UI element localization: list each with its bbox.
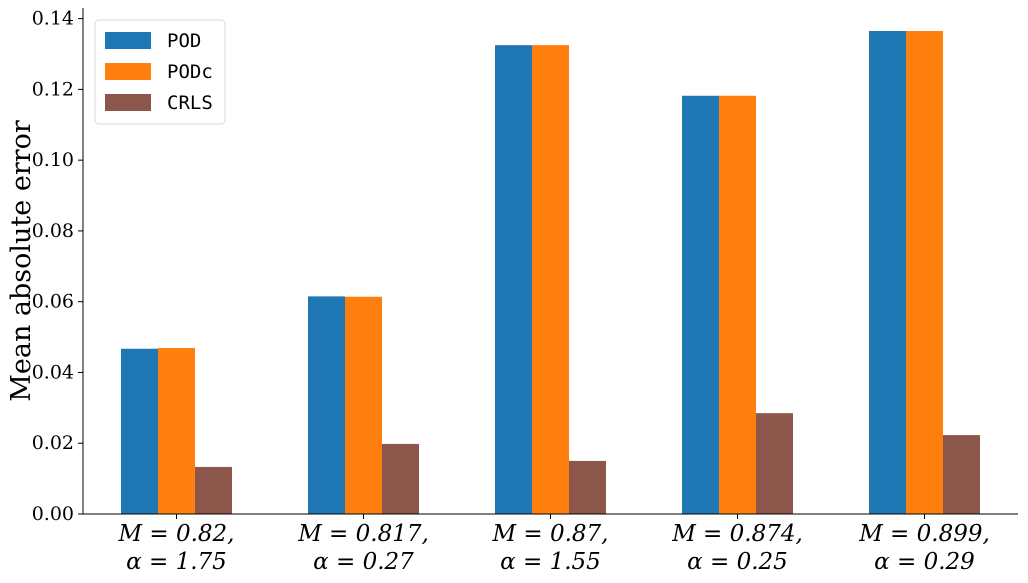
bar-pod-4 <box>869 31 906 514</box>
bar-podc-2 <box>532 45 569 515</box>
legend: POD PODc CRLS <box>94 19 226 125</box>
x-tick-label: α = 1.55 <box>500 549 601 575</box>
x-tick-label: α = 0.25 <box>687 549 788 575</box>
x-tick-label: M = 0.87, <box>492 521 609 547</box>
x-tick-label: M = 0.874, <box>671 521 803 547</box>
legend-swatch-podc <box>105 63 151 80</box>
x-ticks: M = 0.82,α = 1.75 M = 0.817,α = 0.27 M = 0… <box>118 514 990 575</box>
y-tick-label: 0.12 <box>32 78 74 100</box>
y-tick-label: 0.00 <box>32 503 74 525</box>
x-tick-label: M = 0.899, <box>858 521 990 547</box>
bar-crls-1 <box>382 443 419 514</box>
bar-podc-1 <box>345 296 382 514</box>
y-axis-label: Mean absolute error <box>6 120 37 402</box>
bar-crls-0 <box>195 466 232 514</box>
bar-pod-3 <box>682 95 719 514</box>
bar-crls-3 <box>756 413 793 514</box>
y-tick-label: 0.10 <box>32 149 74 171</box>
bar-podc-0 <box>158 348 195 514</box>
bar-pod-0 <box>121 348 158 514</box>
bar-pod-2 <box>495 45 532 515</box>
legend-label-crls: CRLS <box>167 92 213 114</box>
legend-label-pod: POD <box>167 30 201 52</box>
y-tick-label: 0.06 <box>32 291 74 313</box>
y-tick-label: 0.14 <box>32 8 74 30</box>
x-tick-label: M = 0.82, <box>118 521 235 547</box>
x-tick-label: M = 0.817, <box>297 521 429 547</box>
bar-podc-3 <box>719 95 756 514</box>
x-tick-label: α = 1.75 <box>126 549 227 575</box>
bar-podc-4 <box>906 31 943 514</box>
bar-crls-2 <box>569 460 606 514</box>
bar-crls-4 <box>943 435 980 514</box>
x-tick-label: α = 0.29 <box>874 549 975 575</box>
legend-swatch-crls <box>105 94 151 111</box>
legend-swatch-pod <box>105 32 151 49</box>
bar-pod-1 <box>308 296 345 514</box>
plot-bars <box>121 31 980 515</box>
legend-label-podc: PODc <box>167 61 213 83</box>
y-tick-label: 0.04 <box>32 361 74 383</box>
y-tick-label: 0.02 <box>32 432 74 454</box>
y-ticks: 0.00 0.02 0.04 0.06 0.08 0.10 0.12 0.14 <box>32 8 83 525</box>
x-tick-label: α = 0.27 <box>313 549 414 575</box>
y-tick-label: 0.08 <box>32 220 74 242</box>
